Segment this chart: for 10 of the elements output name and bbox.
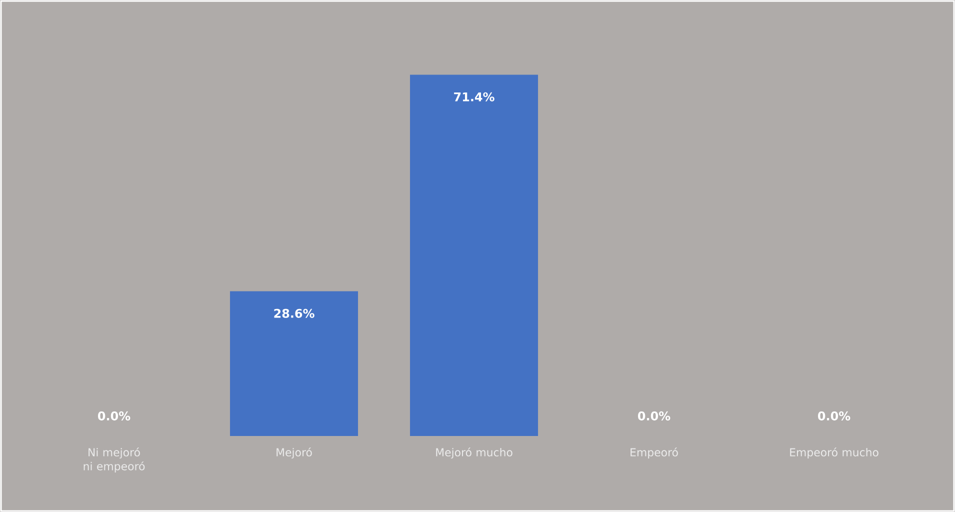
data-label: 71.4% [454,92,494,102]
data-label: 0.0% [818,411,850,420]
data-label: 0.0% [638,411,670,420]
x-tick-label: Ni mejoró ni empeoró [84,448,145,472]
data-label: 0.0% [98,411,130,420]
x-tick-label: Mejoró mucho [436,448,512,459]
x-tick-label: Empeoró [630,448,678,459]
data-label: 28.6% [274,308,314,318]
x-tick-label: Empeoró mucho [790,448,878,459]
x-tick-label: Mejoró [276,448,312,459]
